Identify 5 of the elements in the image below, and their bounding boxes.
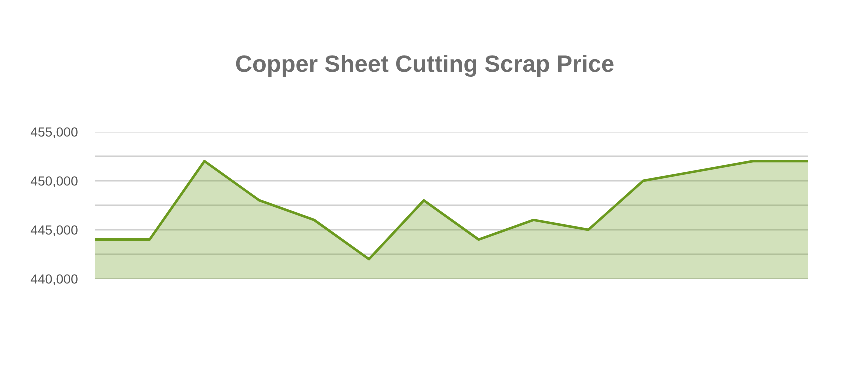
y-tick-label: 450,000 <box>30 176 78 188</box>
y-tick-label: 455,000 <box>30 128 78 138</box>
chart-title: Copper Sheet Cutting Scrap Price <box>236 54 614 78</box>
y-tick-label: 445,000 <box>30 226 78 236</box>
y-tick-label: 440,000 <box>30 274 78 286</box>
